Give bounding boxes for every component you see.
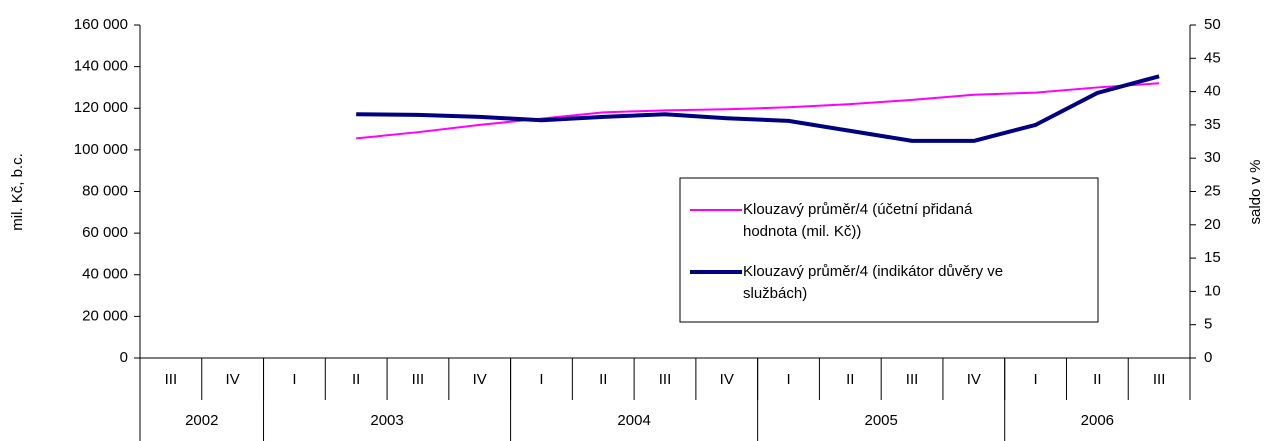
- series-line: [356, 74, 1160, 143]
- y-tick-label: 20 000: [82, 307, 128, 324]
- y2-tick-label: 20: [1204, 216, 1221, 233]
- x-tick-label: II: [1093, 371, 1101, 388]
- y2-tick-label: 30: [1204, 149, 1221, 166]
- x-tick-label: II: [352, 371, 360, 388]
- y2-tick-label: 10: [1204, 282, 1221, 299]
- year-label: 2002: [185, 412, 218, 429]
- x-tick-label: II: [599, 371, 607, 388]
- x-tick-label: IV: [720, 371, 734, 388]
- y-tick-label: 160 000: [74, 16, 128, 33]
- x-tick-label: I: [786, 371, 790, 388]
- x-tick-label: III: [906, 371, 919, 388]
- y2-tick-label: 25: [1204, 182, 1221, 199]
- y-axis-label: mil. Kč, b.c.: [9, 153, 26, 231]
- y2-tick-label: 35: [1204, 116, 1221, 133]
- y2-tick-label: 50: [1204, 16, 1221, 33]
- y2-axis-label: saldo v %: [1247, 159, 1264, 224]
- x-tick-label: III: [659, 371, 672, 388]
- y2-tick-label: 5: [1204, 316, 1212, 333]
- y-tick-label: 120 000: [74, 99, 128, 116]
- x-tick-label: III: [412, 371, 425, 388]
- legend-label: Klouzavý průměr/4 (indikátor důvěry ve sl…: [743, 263, 1003, 302]
- x-tick-label: I: [292, 371, 296, 388]
- legend-box: [679, 177, 1099, 323]
- x-tick-label: IV: [473, 371, 487, 388]
- y-tick-label: 80 000: [82, 182, 128, 199]
- y-tick-label: 0: [120, 349, 128, 366]
- y-tick-label: 60 000: [82, 224, 128, 241]
- year-label: 2005: [864, 412, 897, 429]
- legend-label-line: službách): [743, 285, 807, 302]
- year-label: 2006: [1081, 412, 1114, 429]
- y2-tick-label: 15: [1204, 249, 1221, 266]
- x-tick-label: III: [1153, 371, 1166, 388]
- y-tick-label: 100 000: [74, 141, 128, 158]
- x-tick-label: II: [846, 371, 854, 388]
- x-tick-label: I: [539, 371, 543, 388]
- year-label: 2004: [617, 412, 650, 429]
- y-tick-label: 140 000: [74, 58, 128, 75]
- x-tick-label: I: [1034, 371, 1038, 388]
- legend-label-line: Klouzavý průměr/4 (účetní přidaná: [743, 201, 973, 218]
- x-tick-label: IV: [967, 371, 981, 388]
- legend-label-line: Klouzavý průměr/4 (indikátor důvěry ve: [743, 263, 1003, 280]
- legend-label: Klouzavý průměr/4 (účetní přidaná hodnota…: [743, 201, 973, 240]
- y2-tick-label: 45: [1204, 49, 1221, 66]
- series-line: [356, 82, 1160, 140]
- x-tick-label: IV: [226, 371, 240, 388]
- y2-tick-label: 40: [1204, 83, 1221, 100]
- legend-label-line: hodnota (mil. Kč)): [743, 223, 861, 240]
- x-tick-label: III: [165, 371, 178, 388]
- y2-tick-label: 0: [1204, 349, 1212, 366]
- year-label: 2003: [370, 412, 403, 429]
- y-tick-label: 40 000: [82, 266, 128, 283]
